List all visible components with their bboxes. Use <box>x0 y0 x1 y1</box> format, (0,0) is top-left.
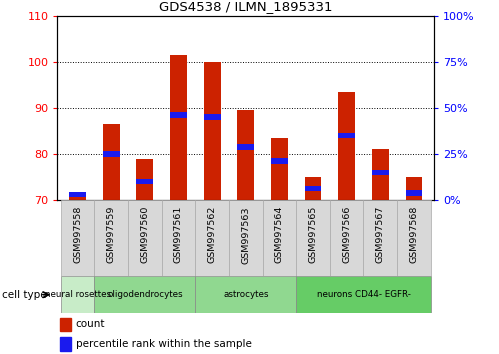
Bar <box>238 144 254 150</box>
Bar <box>128 200 162 276</box>
Bar <box>136 179 153 184</box>
Bar <box>229 200 262 276</box>
Title: GDS4538 / ILMN_1895331: GDS4538 / ILMN_1895331 <box>159 0 332 13</box>
Bar <box>330 200 363 276</box>
Bar <box>170 55 187 200</box>
Bar <box>170 112 187 118</box>
Text: GSM997568: GSM997568 <box>410 206 419 263</box>
Bar <box>204 62 221 200</box>
Bar <box>60 318 70 331</box>
Bar <box>397 200 431 276</box>
Text: count: count <box>76 319 105 330</box>
Bar <box>60 337 70 351</box>
Text: GSM997563: GSM997563 <box>241 206 250 264</box>
Text: GSM997562: GSM997562 <box>208 206 217 263</box>
Bar <box>238 110 254 200</box>
Text: percentile rank within the sample: percentile rank within the sample <box>76 339 251 349</box>
Text: GSM997565: GSM997565 <box>308 206 317 263</box>
Bar <box>296 276 431 313</box>
Bar <box>61 200 94 276</box>
Text: GSM997561: GSM997561 <box>174 206 183 263</box>
Text: GSM997560: GSM997560 <box>140 206 149 263</box>
Text: GSM997567: GSM997567 <box>376 206 385 263</box>
Text: oligodendrocytes: oligodendrocytes <box>107 290 183 299</box>
Bar <box>296 200 330 276</box>
Bar <box>372 170 389 175</box>
Bar <box>338 92 355 200</box>
Text: GSM997566: GSM997566 <box>342 206 351 263</box>
Bar <box>136 159 153 200</box>
Bar <box>304 177 321 200</box>
Text: astrocytes: astrocytes <box>223 290 268 299</box>
Text: neurons CD44- EGFR-: neurons CD44- EGFR- <box>316 290 411 299</box>
Bar <box>406 177 422 200</box>
Bar <box>103 124 120 200</box>
Bar <box>103 151 120 157</box>
Bar <box>406 190 422 196</box>
Bar <box>162 200 195 276</box>
Bar <box>204 114 221 120</box>
Bar <box>195 200 229 276</box>
Bar <box>338 133 355 138</box>
Bar <box>94 200 128 276</box>
Bar <box>61 276 94 313</box>
Text: GSM997564: GSM997564 <box>275 206 284 263</box>
Text: cell type: cell type <box>2 290 47 300</box>
Bar <box>304 186 321 191</box>
Bar <box>69 192 86 197</box>
Bar <box>94 276 195 313</box>
Text: GSM997558: GSM997558 <box>73 206 82 263</box>
Text: neural rosettes: neural rosettes <box>44 290 111 299</box>
Bar <box>372 149 389 200</box>
Bar <box>271 138 288 200</box>
Bar <box>363 200 397 276</box>
Bar <box>262 200 296 276</box>
Bar <box>195 276 296 313</box>
Bar <box>69 196 86 200</box>
Text: GSM997559: GSM997559 <box>107 206 116 263</box>
Bar <box>271 158 288 164</box>
